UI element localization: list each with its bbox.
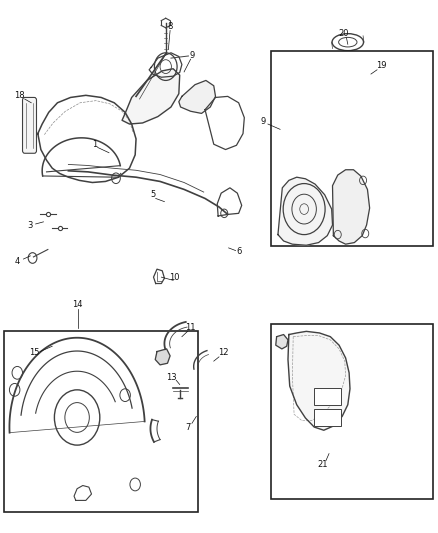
Text: 12: 12 [218,348,229,357]
Bar [314,387,341,405]
Text: 11: 11 [185,323,196,332]
Bar [272,51,433,246]
Polygon shape [332,169,370,244]
Text: 3: 3 [28,221,33,230]
Text: 13: 13 [166,373,177,382]
Polygon shape [179,80,215,114]
Polygon shape [122,69,180,124]
Text: 6: 6 [236,247,241,256]
Text: 15: 15 [28,348,39,357]
Text: 14: 14 [72,300,82,309]
Polygon shape [288,332,350,430]
Text: 9: 9 [260,117,265,126]
Text: 5: 5 [150,190,155,199]
Text: 20: 20 [339,29,349,38]
Text: 7: 7 [186,423,191,432]
Text: 19: 19 [376,61,387,70]
Text: 10: 10 [169,273,180,281]
Polygon shape [155,349,170,365]
Polygon shape [367,60,381,78]
FancyBboxPatch shape [22,98,36,154]
Bar [272,324,433,499]
Text: 8: 8 [167,22,173,31]
Text: 1: 1 [92,140,97,149]
Polygon shape [276,335,288,349]
Text: 4: 4 [14,257,20,265]
Bar [314,409,341,426]
Text: 9: 9 [189,51,194,60]
Text: 18: 18 [14,91,25,100]
Text: 21: 21 [318,460,328,469]
Polygon shape [278,177,332,245]
Bar [4,332,198,512]
